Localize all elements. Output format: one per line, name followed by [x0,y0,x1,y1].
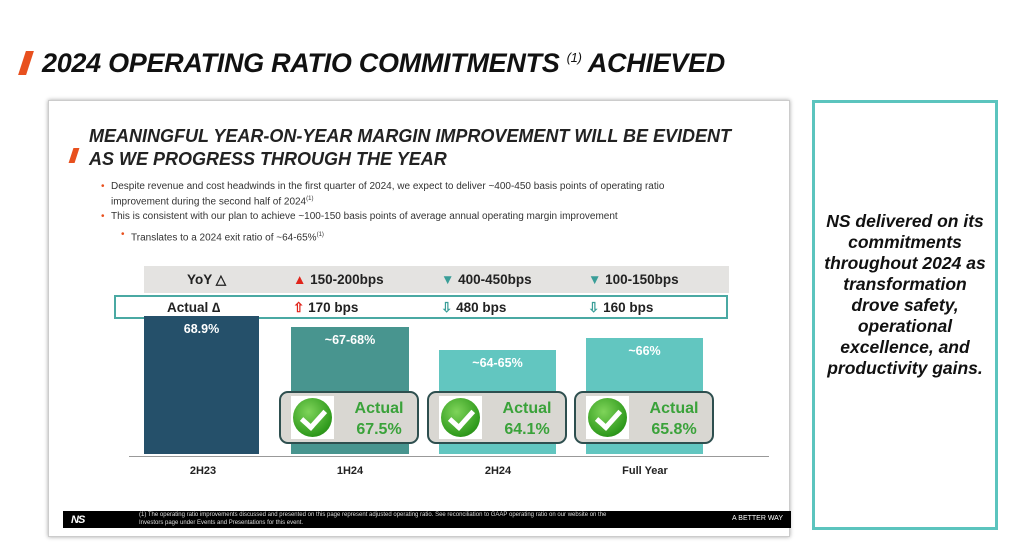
actual-box-label: Actual [649,400,699,417]
bar-label: 68.9% [183,322,220,336]
bullet-text: This is consistent with our plan to achi… [111,211,618,222]
actual-box: Actual 67.5% [279,391,419,444]
category-label: 2H23 [189,465,217,477]
accent-slash [68,148,80,163]
footnote-ref: (1) [306,196,314,202]
actual_delta-value: 480 bps [456,300,507,315]
actual_delta-cell: ⇩ 160 bps [588,300,653,316]
arrow-down-icon: ▼ [441,272,455,287]
arrow-down-icon: ⇩ [588,300,600,315]
title-footnote: (1) [566,50,582,65]
bullet-text: improvement during the second half of 20… [111,196,307,208]
checkmark-icon [291,396,334,439]
bar-2h23: 68.9% [144,316,259,454]
yoy-label: YoY △ [187,272,227,287]
bullet-3: Translates to a 2024 exit ratio of ~64-6… [121,229,324,244]
slide-image: MEANINGFUL YEAR-ON-YEAR MARGIN IMPROVEME… [48,100,791,537]
actual-box-value: 64.1% [504,421,550,438]
actual_delta-value: 160 bps [603,300,654,315]
category-label: Full Year [622,465,668,477]
actual-box: Actual 64.1% [427,391,567,444]
footnote-ref: (1) [316,232,324,238]
actual-box-value: 67.5% [356,421,402,438]
bullet-text: Despite revenue and cost headwinds in th… [111,181,665,192]
actual_delta-value: 170 bps [308,300,359,315]
category-label: 2H24 [484,465,512,477]
bullet-2: This is consistent with our plan to achi… [101,211,618,223]
actual-box-value: 65.8% [651,421,697,438]
slide-heading: MEANINGFUL YEAR-ON-YEAR MARGIN IMPROVEME… [89,125,731,171]
actual-box-label: Actual [502,400,552,417]
ns-logo: NS [71,514,85,526]
arrow-up-icon: ⇧ [293,300,305,315]
accent-slash [18,51,34,75]
actual-label: Actual ∆ [167,300,221,315]
category-label: 1H24 [336,465,364,477]
title-text-end: ACHIEVED [587,48,725,78]
footnote: (1) The operating ratio improvements dis… [139,512,607,526]
heading-line2: AS WE PROGRESS THROUGH THE YEAR [89,149,447,169]
bullet-1: Despite revenue and cost headwinds in th… [101,181,665,208]
actual_delta-cell: ⇩ 480 bps [441,300,506,316]
arrow-down-icon: ▼ [588,272,602,287]
bar-label: ~64-65% [472,356,523,370]
page-title: 2024 OPERATING RATIO COMMITMENTS (1) ACH… [18,48,725,79]
bar-label: ~66% [628,344,661,358]
actual-row [114,295,728,319]
yoy-value: 150-200bps [310,272,384,287]
bullet-text: Translates to a 2024 exit ratio of ~64-6… [131,232,317,244]
actual_delta-cell: ⇧ 170 bps [293,300,358,316]
heading-line1: MEANINGFUL YEAR-ON-YEAR MARGIN IMPROVEME… [89,126,732,146]
checkmark-icon [439,396,482,439]
actual-box: Actual 65.8% [574,391,714,444]
yoy-value: 400-450bps [458,272,532,287]
arrow-down-icon: ⇩ [441,300,453,315]
yoy-cell: ▼ 100-150bps [588,272,679,287]
yoy-row [144,266,729,293]
bar-label: ~67-68% [324,333,376,347]
checkmark-icon [586,396,629,439]
title-text: 2024 OPERATING RATIO COMMITMENTS [42,48,560,78]
tagline: A BETTER WAY [732,515,783,522]
arrow-up-icon: ▲ [293,272,307,287]
summary-text: NS delivered on its commitments througho… [824,211,986,378]
yoy-cell: ▲ 150-200bps [293,272,384,287]
yoy-value: 100-150bps [605,272,679,287]
slide-footer: NS (1) The operating ratio improvements … [63,511,791,528]
x-axis [129,456,769,457]
summary-panel: NS delivered on its commitments througho… [812,100,998,530]
actual-box-label: Actual [354,400,404,417]
yoy-cell: ▼ 400-450bps [441,272,532,287]
